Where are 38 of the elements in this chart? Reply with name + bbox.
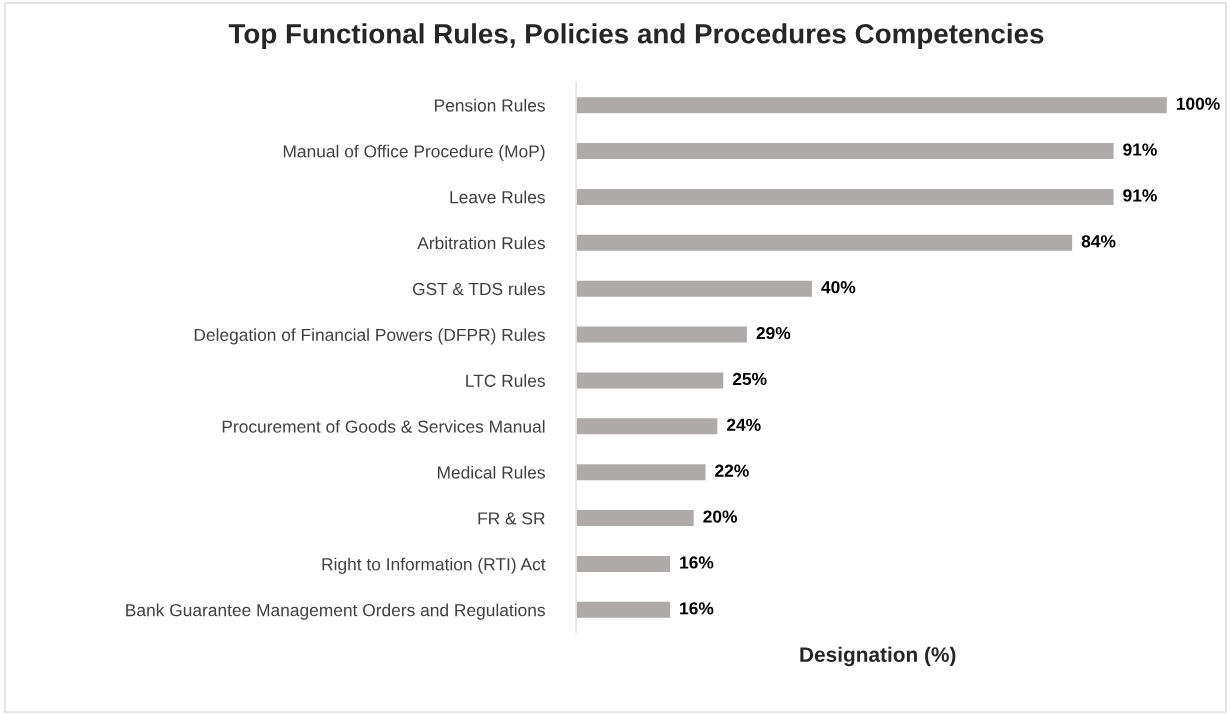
y-tick-label: Pension Rules — [435, 98, 545, 112]
y-tick-label: Bank Guarantee Management Orders and Regulations — [126, 603, 545, 620]
y-tick-label: FR & SR — [478, 512, 545, 525]
data-label: 91% — [1123, 143, 1157, 156]
data-label: 91% — [1123, 189, 1157, 202]
x-axis-title: Designation (%) — [800, 646, 956, 667]
bar — [576, 95, 1169, 115]
y-tick-label: Manual of Office Procedure (MoP) — [283, 144, 545, 161]
data-label: 16% — [680, 556, 714, 569]
chart-title: Top Functional Rules, Policies and Procedures Competencies — [228, 23, 1044, 50]
bar — [576, 325, 749, 344]
data-label: 16% — [680, 602, 714, 615]
data-label: 22% — [715, 464, 749, 477]
y-tick-label: Right to Information (RTI) Act — [322, 557, 546, 574]
bar — [576, 233, 1074, 253]
data-label: 24% — [726, 418, 761, 431]
data-label: 84% — [1081, 235, 1116, 248]
bar — [576, 371, 725, 390]
data-label: 25% — [732, 372, 767, 386]
y-tick-label: GST & TDS rules — [412, 282, 545, 296]
data-label: 40% — [821, 281, 856, 294]
bar — [576, 141, 1115, 161]
data-label: 29% — [756, 326, 791, 340]
y-tick-label: Leave Rules — [450, 190, 545, 204]
bar — [576, 279, 814, 299]
data-label: 100% — [1176, 97, 1220, 110]
y-tick-label: Procurement of Goods & Services Manual — [222, 420, 545, 433]
bar — [576, 416, 719, 436]
y-tick-label: Medical Rules — [437, 465, 545, 479]
bar — [576, 554, 672, 574]
bar — [576, 508, 696, 528]
y-tick-label: LTC Rules — [466, 374, 545, 387]
y-tick-label: Arbitration Rules — [417, 236, 545, 250]
bar — [576, 600, 672, 620]
bar — [576, 462, 707, 482]
data-label: 20% — [703, 510, 737, 523]
bar — [576, 187, 1115, 207]
y-tick-label: Delegation of Financial Powers (DFPR) Rules — [194, 328, 545, 345]
